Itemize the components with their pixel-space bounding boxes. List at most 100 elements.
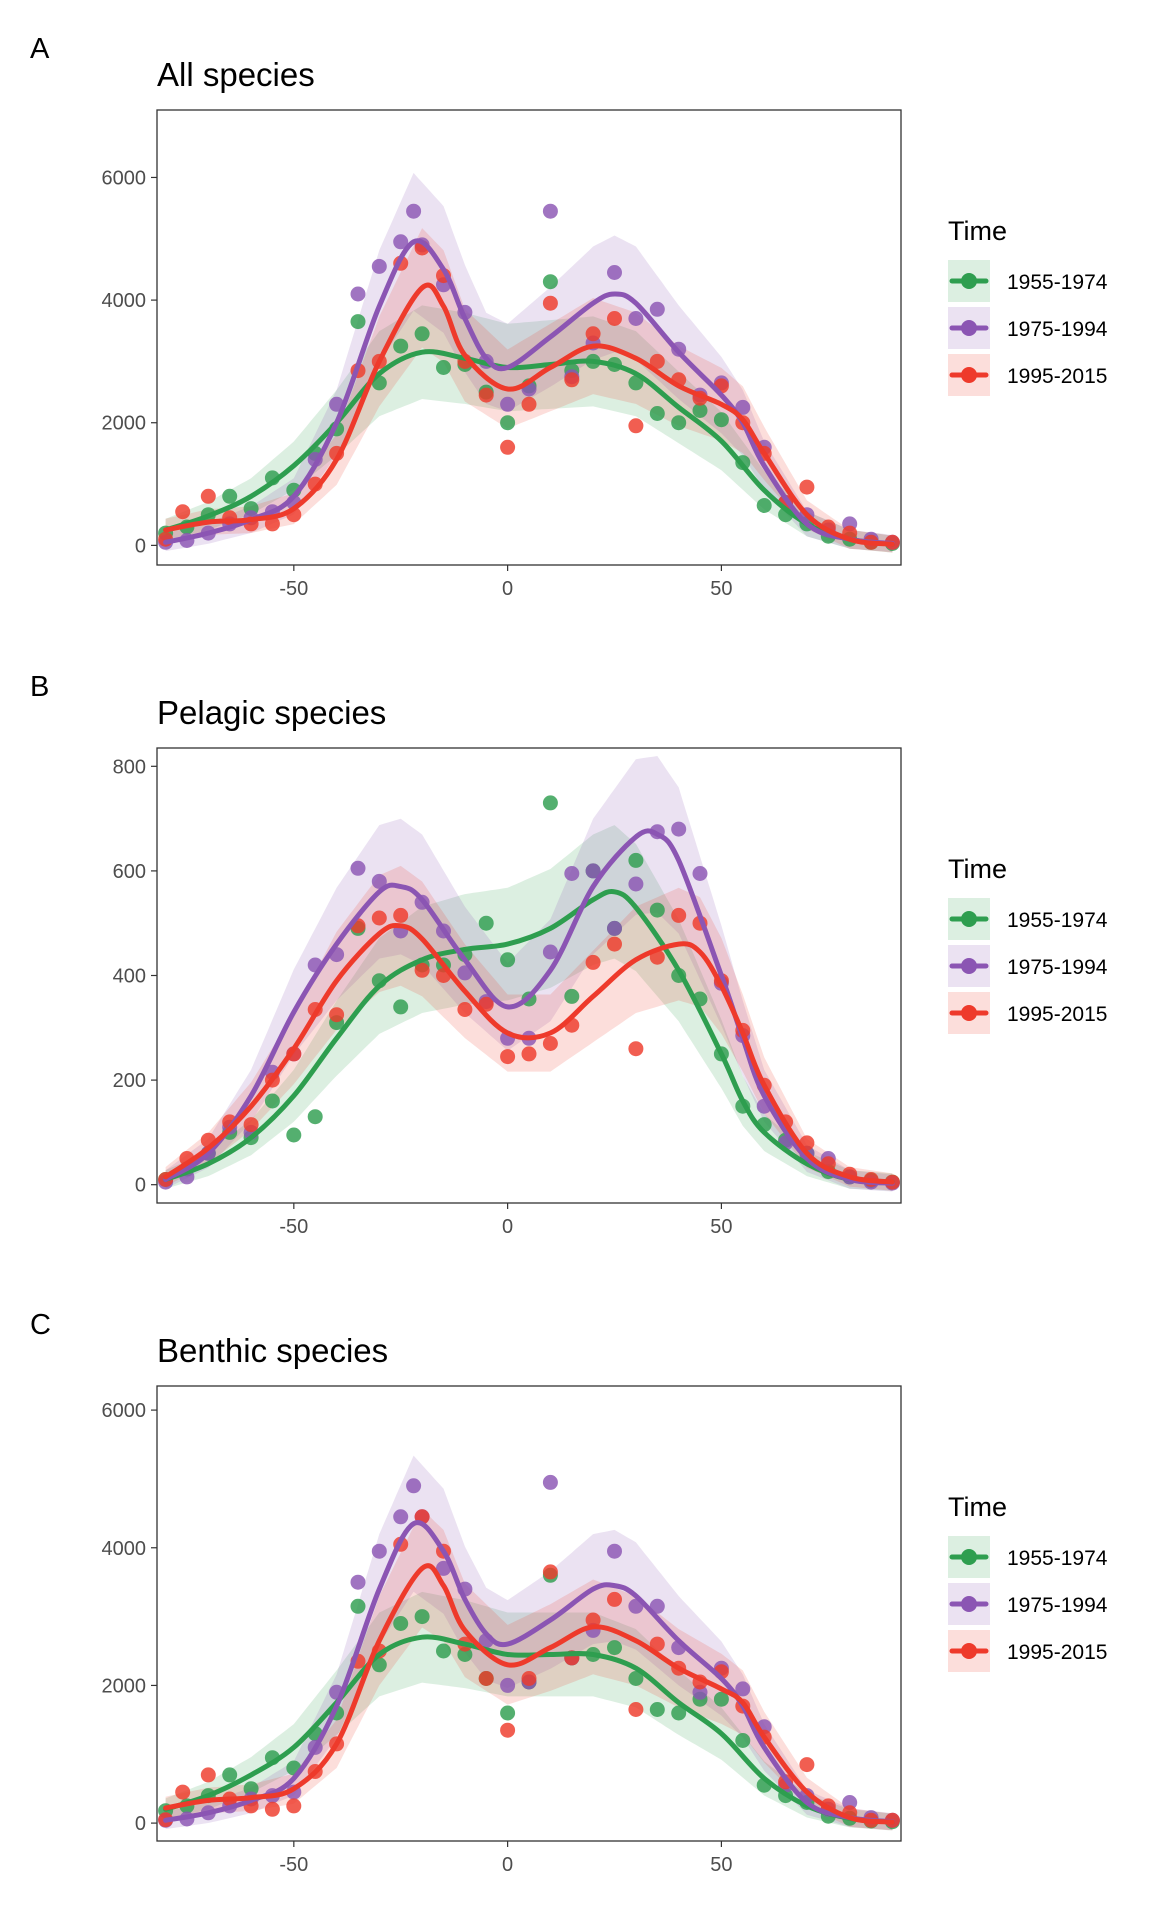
data-point [371, 1543, 387, 1559]
data-point [756, 498, 772, 513]
data-point [500, 1722, 516, 1738]
data-point [521, 396, 537, 412]
data-point [406, 203, 422, 219]
data-point [649, 406, 665, 421]
data-point [542, 203, 558, 219]
data-point [607, 311, 622, 326]
plot-area [158, 756, 900, 1192]
data-point [799, 479, 815, 495]
data-point [735, 1733, 751, 1748]
chart-panel-b: B Pelagic species 0 200 400 600 800 -50 0 50 Time 1… [30, 671, 1108, 1238]
data-point [457, 1002, 473, 1017]
data-point [393, 999, 409, 1015]
data-point [393, 234, 409, 250]
data-point [521, 1671, 537, 1686]
x-tick-label: 50 [710, 1216, 732, 1238]
data-point [500, 396, 516, 412]
legend: Time 1955-1974 1975-1994 1995-2015 [948, 854, 1108, 1034]
trend-line-1955-1974 [163, 889, 895, 1185]
panel-letter: B [30, 671, 49, 703]
data-point [500, 1049, 516, 1065]
data-point [175, 1784, 191, 1800]
x-tick-label: 0 [502, 1216, 513, 1238]
y-tick-label: 0 [135, 1813, 146, 1835]
legend-title: Time [948, 216, 1007, 246]
data-point [414, 962, 430, 978]
data-point [585, 954, 601, 970]
data-point [607, 265, 622, 280]
data-point [264, 516, 280, 532]
legend-label: 1995-2015 [1007, 1003, 1107, 1026]
data-point [564, 988, 580, 1004]
legend-key [948, 898, 990, 940]
data-point [628, 876, 644, 892]
data-point [649, 1702, 665, 1717]
panel-letter: C [30, 1309, 51, 1341]
data-point [521, 1046, 537, 1062]
data-point [500, 952, 516, 968]
plot-area [158, 1455, 900, 1831]
data-point [671, 415, 687, 431]
data-point [542, 795, 558, 811]
data-point [414, 326, 430, 342]
data-point [478, 387, 494, 403]
trend-line-1955-1974 [163, 349, 895, 547]
data-point [286, 1798, 302, 1814]
data-point [671, 907, 687, 923]
legend-key [948, 992, 990, 1034]
legend-key [948, 945, 990, 987]
data-point [713, 412, 729, 428]
trend-line-1995-2015 [163, 922, 895, 1185]
legend-label: 1995-2015 [1007, 1641, 1107, 1664]
data-point [628, 1671, 644, 1686]
data-point [393, 907, 409, 923]
data-point [406, 1478, 422, 1494]
legend-label: 1975-1994 [1007, 1594, 1108, 1617]
y-tick-label: 0 [135, 1175, 146, 1197]
data-point [628, 852, 644, 868]
data-point [436, 1560, 451, 1576]
plot-border [156, 109, 902, 566]
plot-border [156, 1385, 902, 1842]
x-tick-label: 50 [710, 578, 732, 600]
data-point [607, 920, 622, 936]
y-tick-label: 4000 [102, 290, 147, 312]
legend-key [948, 354, 990, 396]
legend-key [948, 260, 990, 302]
data-point [585, 1612, 601, 1628]
data-point [735, 399, 751, 415]
data-point [628, 375, 644, 391]
trend-line-1975-1994 [163, 828, 895, 1186]
y-tick-label: 6000 [102, 167, 147, 189]
data-point [200, 1767, 216, 1783]
legend-label: 1975-1994 [1007, 956, 1108, 979]
y-tick-label: 600 [113, 861, 146, 883]
data-point [692, 403, 708, 418]
trend-line-1975-1994 [163, 1520, 895, 1825]
y-tick-label: 2000 [102, 413, 147, 435]
data-point [607, 936, 622, 952]
x-tick-label: 0 [502, 1854, 513, 1876]
legend: Time 1955-1974 1975-1994 1995-2015 [948, 216, 1108, 396]
data-point [564, 372, 580, 388]
data-point [500, 415, 516, 431]
data-point [350, 1574, 366, 1590]
data-point [607, 1640, 622, 1656]
data-point [243, 1781, 259, 1797]
data-point [671, 821, 687, 837]
data-point [371, 910, 387, 926]
data-point [393, 1509, 409, 1525]
legend-title: Time [948, 1492, 1007, 1522]
data-point [264, 1093, 280, 1109]
data-point [542, 1036, 558, 1051]
legend-label: 1955-1974 [1007, 271, 1108, 294]
data-point [371, 873, 387, 889]
data-point [393, 1616, 409, 1631]
data-point [350, 1598, 366, 1614]
y-tick-label: 800 [113, 756, 146, 778]
legend-key [948, 1630, 990, 1672]
data-point [671, 1705, 687, 1721]
y-tick-label: 0 [135, 535, 146, 557]
data-point [628, 418, 644, 434]
confidence-band-1975-1994 [165, 1455, 893, 1831]
